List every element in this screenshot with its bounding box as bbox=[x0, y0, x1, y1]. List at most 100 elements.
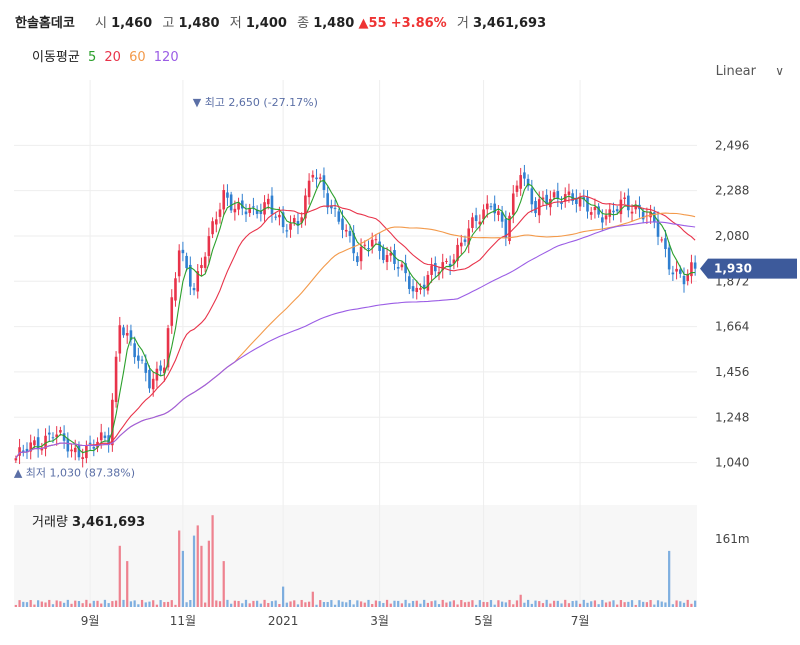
volume-bar bbox=[504, 602, 507, 607]
candle-body bbox=[77, 444, 81, 458]
volume-bar bbox=[289, 601, 292, 607]
candle-body bbox=[630, 211, 634, 214]
candle-body bbox=[389, 252, 393, 256]
current-price-label: 1,930 bbox=[714, 262, 752, 276]
volume-bar bbox=[385, 599, 389, 607]
volume-bar bbox=[367, 599, 370, 607]
volume-bar bbox=[463, 602, 467, 607]
scale-dropdown[interactable]: Linear bbox=[715, 64, 756, 79]
volume-bar bbox=[248, 603, 251, 607]
low-value: 1,400 bbox=[245, 16, 287, 31]
candle-body bbox=[586, 197, 589, 212]
candle-body bbox=[474, 215, 478, 222]
volume-bar bbox=[690, 603, 693, 607]
volume-bar bbox=[352, 604, 355, 607]
y-tick-label: 2,496 bbox=[715, 138, 749, 152]
volume-bar bbox=[70, 603, 73, 607]
candle-body bbox=[33, 440, 36, 446]
ma-5-label[interactable]: 5 bbox=[87, 50, 97, 65]
volume-bar bbox=[256, 600, 259, 607]
volume-bar bbox=[322, 601, 326, 607]
candle-body bbox=[463, 239, 467, 242]
volume-bar bbox=[449, 601, 452, 607]
volume-bar bbox=[148, 601, 151, 607]
volume-bar bbox=[653, 604, 656, 607]
volume-bar bbox=[445, 602, 448, 607]
candle-body bbox=[248, 207, 252, 213]
candle-body bbox=[151, 378, 155, 390]
candle-body bbox=[619, 199, 623, 215]
stock-header: 한솔홈데코 시 1,460 고 1,480 저 1,400 종 1,480 ▲5… bbox=[15, 12, 546, 31]
candle-body bbox=[493, 203, 496, 214]
volume-bar bbox=[564, 599, 567, 607]
min-price-marker: ▲ 최저 1,030 (87.38%) bbox=[14, 467, 135, 480]
volume-bar bbox=[174, 604, 177, 607]
volume-bar bbox=[423, 599, 426, 607]
stock-name: 한솔홈데코 bbox=[15, 16, 75, 31]
candle-body bbox=[244, 211, 248, 215]
volume-bar bbox=[549, 603, 552, 607]
candle-body bbox=[560, 201, 563, 204]
volume-bar bbox=[48, 599, 51, 607]
volume-bar bbox=[671, 604, 674, 607]
volume-bar bbox=[81, 603, 84, 607]
chevron-down-icon[interactable]: ∨ bbox=[775, 64, 784, 78]
volume-panel-title: 거래량 3,461,693 bbox=[32, 511, 145, 530]
candle-body bbox=[348, 231, 352, 236]
candle-body bbox=[396, 267, 400, 269]
candle-body bbox=[597, 206, 600, 215]
candle-body bbox=[185, 255, 188, 269]
volume-bar bbox=[623, 602, 626, 607]
volume-bar bbox=[668, 550, 671, 607]
candle-body bbox=[322, 175, 326, 190]
candle-body bbox=[419, 287, 422, 290]
candle-body bbox=[552, 192, 556, 198]
volume-bar bbox=[486, 602, 489, 607]
ma-120-line bbox=[15, 221, 696, 459]
x-tick-label: 9월 bbox=[81, 614, 100, 628]
volume-bar bbox=[92, 600, 95, 607]
volume-bar bbox=[40, 601, 43, 607]
candle-body bbox=[378, 241, 381, 251]
candle-body bbox=[341, 218, 344, 230]
volume-bar bbox=[37, 600, 40, 607]
candle-body bbox=[99, 432, 103, 441]
volume-bar bbox=[185, 602, 188, 607]
volume-bar bbox=[534, 600, 537, 607]
ma-60-label[interactable]: 60 bbox=[129, 50, 146, 65]
volume-bar bbox=[660, 601, 663, 607]
candle-body bbox=[259, 211, 263, 214]
volume-bar bbox=[22, 601, 25, 607]
volume-bar bbox=[66, 599, 69, 607]
candle-body bbox=[218, 209, 222, 217]
candle-body bbox=[266, 198, 270, 205]
candle-body bbox=[593, 206, 597, 211]
candle-body bbox=[285, 230, 289, 232]
candle-body bbox=[137, 355, 140, 361]
candle-body bbox=[330, 205, 333, 209]
ma-20-label[interactable]: 20 bbox=[104, 50, 121, 65]
volume-bar bbox=[686, 599, 689, 607]
ma-120-label[interactable]: 120 bbox=[153, 50, 179, 65]
volume-bar bbox=[586, 602, 589, 607]
volume-bar bbox=[226, 599, 229, 607]
volume-bar bbox=[85, 599, 88, 607]
volume-bar bbox=[378, 601, 381, 607]
candle-body bbox=[211, 221, 214, 235]
candle-body bbox=[448, 263, 452, 267]
candle-body bbox=[530, 188, 534, 205]
volume-bar bbox=[222, 561, 225, 607]
volume-bar bbox=[475, 604, 478, 607]
volume-bar bbox=[556, 600, 559, 607]
y-tick-label: 2,080 bbox=[715, 229, 749, 243]
volume-bar bbox=[567, 603, 571, 607]
candle-body bbox=[240, 200, 244, 209]
y-tick-label: 1,664 bbox=[715, 320, 749, 334]
candle-body bbox=[541, 197, 545, 200]
candle-body bbox=[682, 275, 686, 285]
volume-bar bbox=[478, 600, 481, 607]
volume-bar bbox=[619, 600, 623, 607]
candle-body bbox=[671, 272, 675, 275]
candle-body bbox=[415, 287, 419, 293]
volume-bar bbox=[230, 603, 233, 607]
